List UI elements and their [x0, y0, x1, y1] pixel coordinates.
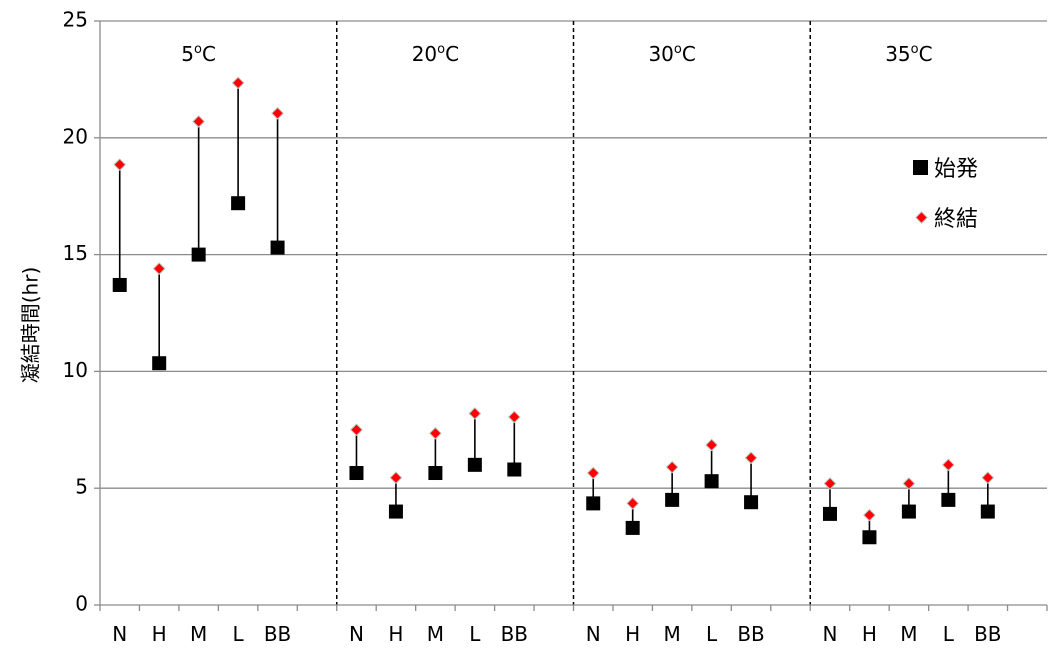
y-tick-label: 0 [75, 592, 88, 616]
x-tick-label: M [427, 622, 444, 646]
y-axis-label: 凝結時間(hr) [19, 267, 43, 384]
final-set-marker [665, 460, 679, 474]
final-set-marker [429, 426, 442, 440]
final-set-marker [389, 471, 403, 485]
x-tick-label: M [190, 622, 207, 646]
final-set-marker [231, 76, 245, 90]
initial-set-marker [270, 240, 285, 255]
initial-set-marker [901, 504, 916, 519]
final-set-marker [902, 477, 916, 490]
x-tick-label: H [388, 622, 403, 646]
x-tick-label: M [664, 622, 681, 646]
final-set-marker [507, 410, 521, 424]
initial-set-marker [112, 277, 127, 292]
final-set-marker [350, 423, 363, 437]
x-tick-labels: N H M L BB N H M L BB N H M L BB N H M L BB [112, 622, 1001, 646]
x-tick-label: N [586, 622, 601, 646]
initial-set-marker [586, 496, 601, 511]
initial-set-marker [744, 495, 759, 510]
final-set-marker [271, 106, 284, 120]
legend: 始発 終結 [913, 157, 978, 232]
panel-dividers [336, 21, 811, 605]
final-set-marker [192, 115, 206, 128]
y-tick-label: 15 [63, 241, 88, 265]
initial-set-marker [941, 492, 956, 507]
y-tick-label: 10 [63, 358, 88, 382]
x-tick-label: L [943, 622, 955, 646]
initial-set-marker [231, 196, 246, 211]
final-set-marker [744, 451, 758, 465]
panel-label: 35oC [885, 42, 932, 66]
x-tick-label: N [112, 622, 127, 646]
initial-set-marker [388, 504, 403, 519]
x-tick-label: BB [737, 622, 764, 646]
x-tick-label: L [233, 622, 245, 646]
initial-set-marker [665, 492, 680, 507]
x-tick-label: H [862, 622, 877, 646]
y-tick-label: 5 [75, 475, 88, 499]
x-tick-label: BB [264, 622, 291, 646]
final-set-marker [626, 497, 640, 510]
y-tick-label: 25 [63, 8, 88, 32]
panel-label: 30oC [648, 42, 695, 66]
initial-set-marker [152, 356, 167, 371]
initial-set-marker [862, 530, 877, 545]
axes [94, 20, 1048, 611]
initial-set-marker [625, 520, 640, 535]
final-set-marker [113, 158, 127, 172]
initial-set-marker [428, 466, 443, 481]
x-tick-label: N [822, 622, 837, 646]
panel-label: 20oC [412, 42, 459, 66]
panel-label: 5oC [181, 42, 216, 66]
initial-set-marker [349, 466, 364, 481]
data-marks [112, 76, 995, 545]
initial-set-marker [191, 247, 206, 262]
panel-labels: 5oC 20oC 30oC 35oC [181, 42, 932, 66]
final-set-marker [941, 458, 955, 472]
initial-set-marker [980, 504, 995, 519]
final-set-marker [981, 471, 995, 485]
x-tick-label: H [625, 622, 640, 646]
initial-set-marker [704, 474, 719, 489]
x-tick-label: L [469, 622, 481, 646]
final-set-marker [863, 508, 876, 522]
final-set-marker [468, 407, 482, 420]
x-tick-label: BB [501, 622, 528, 646]
legend-label-final: 終結 [934, 207, 978, 232]
final-set-marker [823, 477, 837, 490]
initial-set-marker [822, 506, 837, 521]
x-tick-label: N [349, 622, 364, 646]
y-tick-labels: 0 5 10 15 20 25 [63, 8, 88, 616]
x-tick-label: M [900, 622, 917, 646]
initial-set-marker [507, 462, 522, 477]
initial-set-marker [467, 457, 482, 472]
legend-marker-final [915, 211, 928, 224]
final-set-marker [586, 466, 600, 480]
final-set-marker [705, 438, 718, 452]
final-set-marker [152, 262, 166, 275]
legend-label-initial: 始発 [934, 157, 978, 182]
x-tick-label: BB [974, 622, 1001, 646]
legend-marker-initial [913, 160, 928, 175]
x-tick-label: L [706, 622, 718, 646]
x-tick-label: H [152, 622, 167, 646]
y-tick-label: 20 [63, 124, 88, 148]
